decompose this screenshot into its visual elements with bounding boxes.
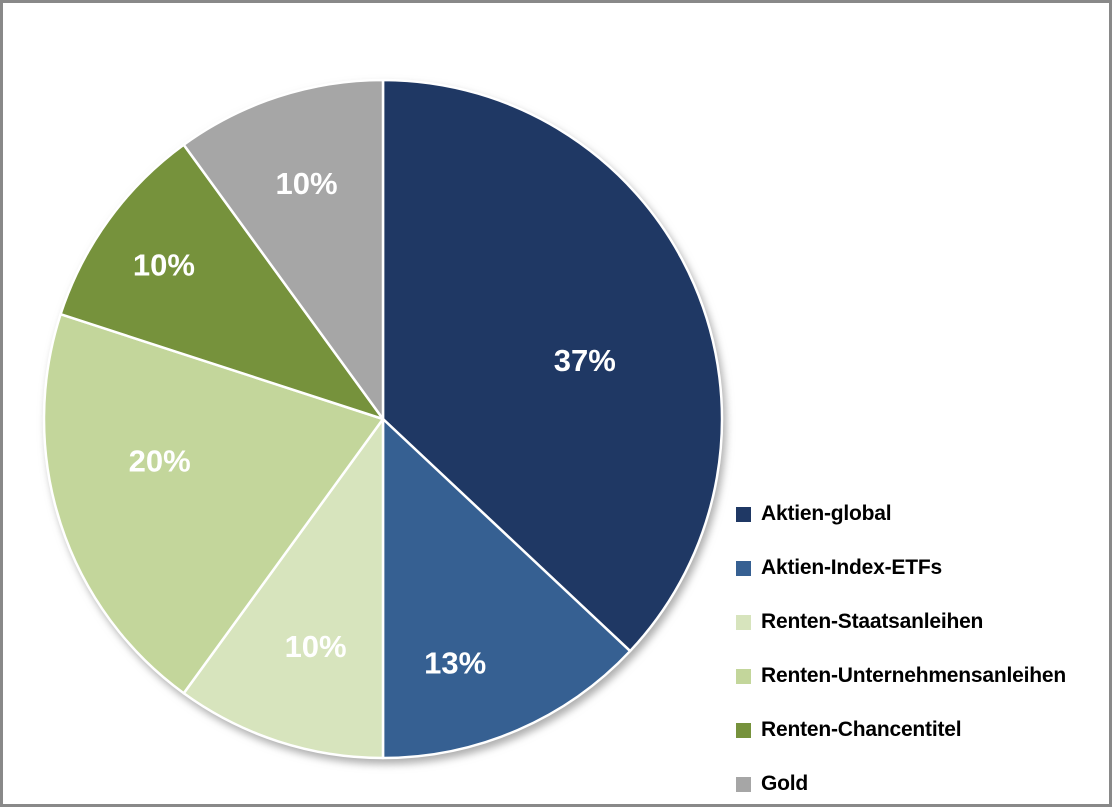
legend-label: Renten-Staatsanleihen — [761, 610, 984, 633]
legend-item-gold: Gold — [736, 757, 1066, 804]
legend-item-aktien-index-etfs: Aktien-Index-ETFs — [736, 541, 1066, 595]
slice-value-label-renten-chancentitel: 10% — [133, 248, 195, 283]
legend-swatch-icon — [736, 506, 751, 522]
legend-item-renten-unternehmensanleihen: Renten-Unternehmensanleihen — [736, 649, 1066, 703]
slice-value-label-gold: 10% — [275, 166, 337, 201]
pie-slice-aktien-index-etfs — [381, 417, 632, 760]
pie-chart: 37% 13% 10% 20% 10% 10% — [42, 78, 724, 760]
legend-swatch-icon — [736, 722, 751, 738]
pie-slice-renten-chancentitel — [59, 143, 385, 421]
legend-label: Gold — [761, 772, 809, 795]
legend-swatch-icon — [736, 776, 751, 792]
legend-label: Renten-Chancentitel — [761, 718, 962, 741]
legend-swatch-icon — [736, 560, 751, 576]
legend-swatch-icon — [736, 668, 751, 684]
legend-label: Aktien-global — [761, 502, 892, 525]
legend-item-aktien-global: Aktien-global — [736, 487, 1066, 541]
chart-legend: Aktien-global Aktien-Index-ETFs Renten-Sta… — [736, 487, 1066, 804]
slice-value-label-renten-staatsanleihen: 10% — [285, 629, 347, 664]
pie-slice-renten-unternehmensanleihen — [42, 312, 385, 695]
pie-slice-aktien-global — [381, 78, 724, 653]
legend-item-renten-chancentitel: Renten-Chancentitel — [736, 703, 1066, 757]
legend-label: Aktien-Index-ETFs — [761, 556, 942, 579]
legend-label: Renten-Unternehmensanleihen — [761, 664, 1066, 687]
slice-value-label-aktien-index-etfs: 13% — [424, 645, 486, 680]
pie-slice-gold — [182, 78, 385, 421]
slice-value-label-aktien-global: 37% — [554, 343, 616, 378]
legend-item-renten-staatsanleihen: Renten-Staatsanleihen — [736, 595, 1066, 649]
pie-slice-renten-staatsanleihen — [182, 417, 385, 760]
legend-swatch-icon — [736, 614, 751, 630]
slice-value-label-renten-unternehmensanleihen: 20% — [129, 443, 191, 478]
